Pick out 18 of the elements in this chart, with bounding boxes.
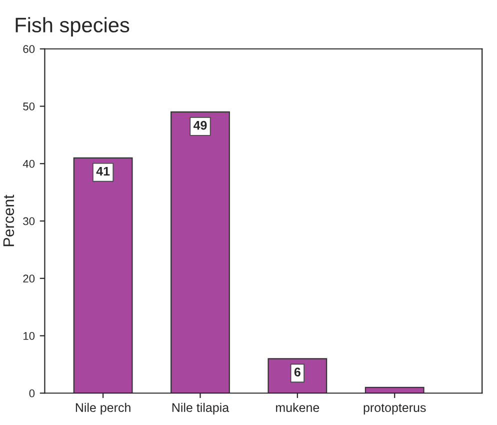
- y-tick-label: 40: [22, 160, 35, 168]
- x-tick-label: Nile perch: [76, 402, 130, 414]
- data-label: 41: [96, 166, 110, 176]
- bar: [170, 111, 230, 394]
- y-tick-label: 10: [23, 332, 35, 340]
- y-tick-label: 0: [29, 389, 35, 398]
- x-tick-label: Nile tilapia: [172, 402, 230, 414]
- y-tick-label: 20: [23, 274, 35, 283]
- x-tick-label: protopterus: [364, 404, 426, 414]
- y-tick-label: 30: [23, 217, 35, 226]
- x-tick-label: mukene: [276, 402, 320, 412]
- y-tick-label: 50: [23, 102, 35, 110]
- chart-title: Fish species: [16, 17, 130, 37]
- data-label: 49: [193, 120, 207, 130]
- y-axis-title: Percent: [3, 194, 14, 246]
- bar: [73, 157, 133, 394]
- data-label: 6: [294, 368, 300, 376]
- y-tick-label: 60: [23, 45, 35, 54]
